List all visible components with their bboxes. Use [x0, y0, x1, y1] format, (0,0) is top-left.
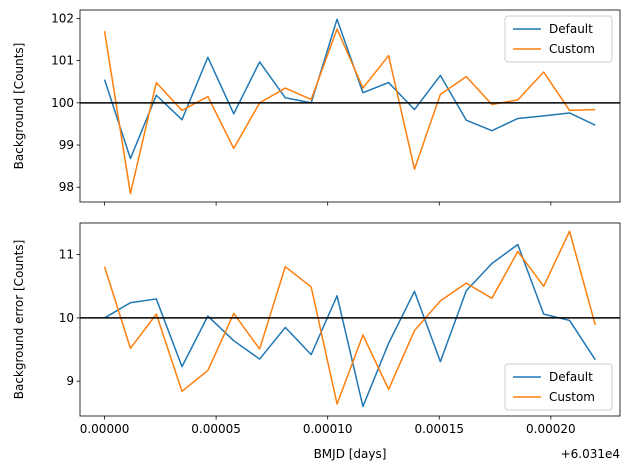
x-tick-label: 0.00000: [80, 422, 130, 436]
x-offset-label: +6.031e4: [561, 447, 620, 461]
series-line-custom: [103, 28, 596, 195]
legend-label-default: Default: [549, 370, 593, 384]
y-tick-label: 102: [51, 11, 74, 25]
x-tick-label: 0.00020: [526, 422, 576, 436]
legend: Default Custom: [504, 15, 613, 63]
y-tick-label: 100: [51, 96, 74, 110]
legend-box: [504, 15, 613, 63]
legend: Default Custom: [504, 363, 613, 411]
subplot-background: 98 99 100 101 102 Background [Counts] Default C…: [12, 9, 621, 206]
y-tick-label: 99: [59, 138, 74, 152]
axes-frame: [79, 9, 621, 203]
y-tick-label: 10: [59, 311, 74, 325]
x-axis-label: BMJD [days]: [314, 447, 387, 461]
y-tick-label: 101: [51, 54, 74, 68]
x-tick-label: 0.00010: [303, 422, 353, 436]
series-line-default: [104, 243, 596, 408]
y-tick-label: 11: [59, 248, 74, 262]
y-tick-label: 9: [66, 374, 74, 388]
legend-label-default: Default: [549, 22, 593, 36]
x-tick-label: 0.00015: [414, 422, 464, 436]
legend-label-custom: Custom: [549, 42, 595, 56]
subplot-background-error: 9 10 11 0.00000 0.00005 0.00010 0.00015 0.00020…: [12, 222, 621, 461]
x-tick-label: 0.00005: [191, 422, 241, 436]
y-axis-label: Background error [Counts]: [12, 240, 26, 400]
y-axis-label: Background [Counts]: [12, 43, 26, 170]
series-line-default: [103, 18, 596, 160]
series-line-custom: [103, 230, 596, 405]
y-tick-label: 98: [59, 180, 74, 194]
axes-frame: [79, 222, 621, 417]
legend-box: [504, 363, 613, 411]
legend-label-custom: Custom: [549, 390, 595, 404]
